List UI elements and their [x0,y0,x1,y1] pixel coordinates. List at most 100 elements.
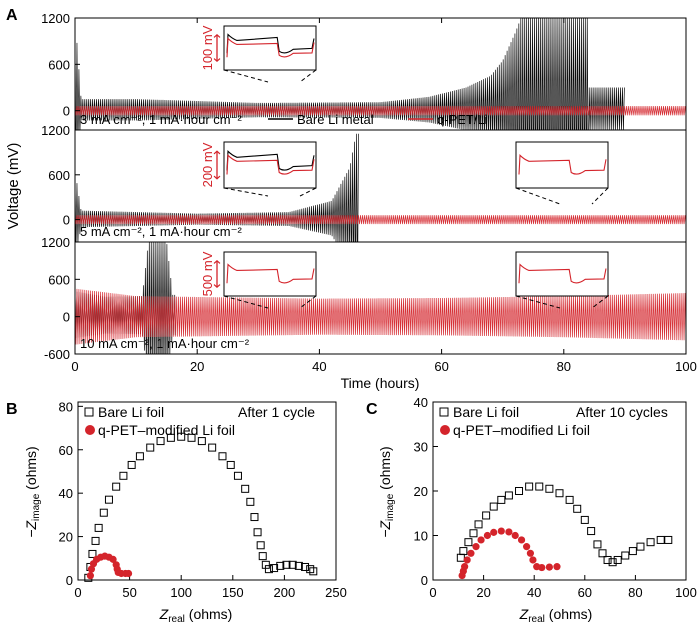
panel-b-title: After 1 cycle [238,404,315,420]
trace-qpet-1 [75,106,686,116]
point-bare-c [555,489,564,498]
panel-b: 0 50 100 150 200 250 0 20 40 60 80 Bare Li foil Af… [23,399,347,625]
point-bare-c [535,482,544,491]
ytick-label: -600 [44,347,70,362]
condition-label-2: 5 mA cm⁻², 1 mA·hour cm⁻² [80,224,242,239]
ytick-label: 600 [48,57,70,72]
panel-a-xlabel: Time (hours) [341,375,420,391]
xtick-label: 80 [557,359,571,374]
inset-frame [223,25,317,71]
inset-zoom-line [223,295,269,309]
point-qpet-c [538,563,546,572]
inset-zoom-line [591,295,609,309]
scale-arrow [213,260,221,264]
ytick-label: 1200 [41,235,70,250]
point-qpet-b [124,569,133,578]
point-bare-b [301,562,310,571]
condition-label-1: 3 mA cm⁻², 1 mA·hour cm⁻² [80,112,242,127]
point-bare-b [177,432,186,441]
point-bare-c [456,553,465,562]
point-qpet-c [483,531,491,540]
point-bare-c [587,527,596,536]
ytick-label: 20 [414,484,428,499]
point-bare-c [598,549,607,558]
point-qpet-c [529,556,537,564]
ytick-label: 600 [48,168,70,183]
point-bare-b [94,523,103,532]
point-bare-c [545,484,554,493]
point-bare-b [187,433,196,442]
subplot-frame-3 [74,241,687,355]
inset-frame [223,141,317,189]
scale-arrow [213,34,221,38]
xtick-label: 20 [190,359,204,374]
point-qpet-b [87,565,96,573]
point-bare-b [309,567,318,576]
point-bare-b [233,471,242,480]
ytick-label: 30 [414,440,428,455]
legend-label-qpet-c: q-PET–modified Li foil [453,422,590,438]
ytick-label: 20 [59,530,73,545]
inset-frame [515,141,609,189]
point-bare-b [166,433,175,442]
point-qpet-c [517,536,526,544]
panel-label-a: A [6,7,18,24]
inset-trace-bare [226,150,315,171]
point-bare-b [258,552,267,561]
panel-b-frame [77,401,337,581]
point-bare-c [497,495,506,504]
point-bare-b [288,560,297,569]
xtick-label: 60 [578,585,592,600]
trace-qpet-3 [75,288,686,345]
point-bare-c [459,547,468,556]
point-bare-b [256,541,265,550]
ytick-label: 0 [421,573,428,588]
inset-trace-qpet [518,263,607,284]
xtick-label: 200 [274,585,296,600]
point-bare-b [253,528,262,537]
point-bare-b [226,460,235,469]
point-bare-c [515,487,524,495]
panel-label-c: C [366,401,378,418]
legend-label-bare-c: Bare Li foil [453,404,519,420]
point-qpet-c [523,543,531,551]
xtick-label: 40 [312,359,326,374]
point-bare-b [218,452,227,461]
ytick-label: 0 [63,310,70,325]
point-bare-b [246,497,255,506]
ytick-label: 1200 [41,123,70,138]
panel-b-ylabel: −Zimage (ohms) [23,446,42,537]
xtick-label: 0 [429,585,436,600]
point-bare-c [593,540,602,549]
point-qpet-c [526,549,535,557]
panel-c-xlabel: Zreal (ohms) [519,606,593,625]
point-bare-c [646,538,655,547]
panel-c-points [456,482,673,580]
point-bare-c [621,551,630,560]
inset-zoom-line [591,187,609,205]
xtick-label: 150 [222,585,244,600]
ytick-label: 40 [414,395,428,410]
point-bare-b [156,437,165,446]
inset-zoom-line [515,295,561,309]
legend-marker-bare-b [84,407,94,417]
point-bare-b [241,484,250,493]
point-qpet-c [497,527,505,535]
condition-label-3: 10 mA cm⁻², 1 mA·hour cm⁻² [80,336,250,351]
point-qpet-c [505,528,513,536]
ytick-label: 600 [48,272,70,287]
scale-label: 500 mV [200,251,215,296]
panel-a-insets: 100 mV 200 mV 500 mV [200,25,609,309]
point-qpet-c [463,556,471,564]
point-bare-b [119,471,128,480]
inset-frame [223,251,317,297]
point-bare-b [146,443,155,452]
xtick-label: 0 [74,585,81,600]
inset-zoom-line [299,69,317,83]
inset-zoom-line [223,69,269,83]
inset-zoom-line [515,187,561,205]
inset-zoom-line [299,295,317,309]
panel-label-b: B [6,401,18,418]
point-qpet-b [86,572,94,580]
